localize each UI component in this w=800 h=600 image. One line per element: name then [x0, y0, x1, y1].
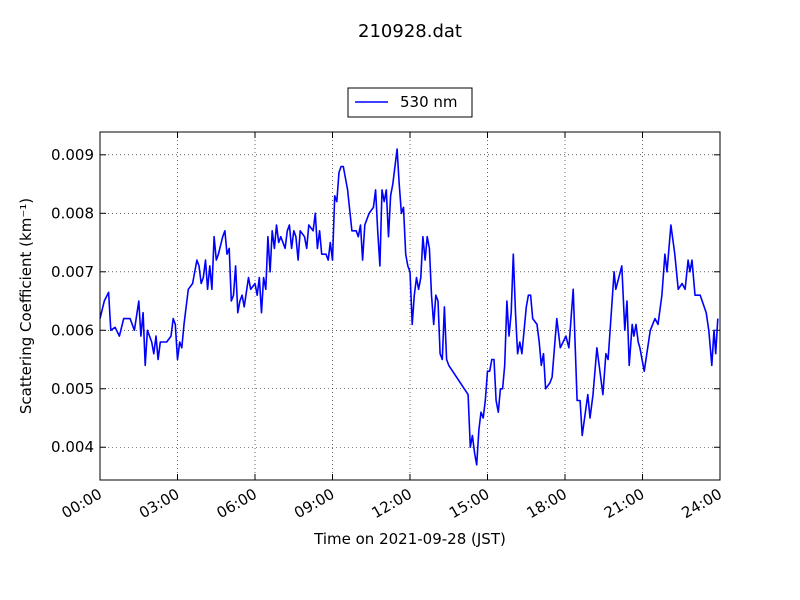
- y-tick-label: 0.008: [51, 204, 94, 222]
- x-tick-label: 24:00: [679, 485, 725, 522]
- plot-frame: [99, 131, 721, 481]
- y-tick-label: 0.004: [51, 438, 94, 456]
- x-axis-label: Time on 2021-09-28 (JST): [313, 530, 506, 548]
- x-tick-label: 18:00: [524, 485, 570, 522]
- y-tick-label: 0.007: [51, 263, 94, 281]
- x-tick-label: 21:00: [601, 485, 647, 522]
- x-tick-label: 15:00: [446, 485, 492, 522]
- y-tick-label: 0.005: [51, 380, 94, 398]
- chart-title: 210928.dat: [358, 21, 462, 42]
- x-tick-label: 00:00: [59, 485, 105, 522]
- y-tick-label: 0.006: [51, 321, 94, 339]
- x-tick-label: 12:00: [369, 485, 415, 522]
- y-axis-label: Scattering Coefficient (km⁻¹): [17, 198, 35, 414]
- data-line: [99, 148, 719, 466]
- x-tick-label: 09:00: [291, 485, 337, 522]
- x-tick-label: 03:00: [136, 485, 182, 522]
- legend-label: 530 nm: [400, 93, 458, 111]
- y-tick-label: 0.009: [51, 146, 94, 164]
- x-tick-label: 06:00: [214, 485, 260, 522]
